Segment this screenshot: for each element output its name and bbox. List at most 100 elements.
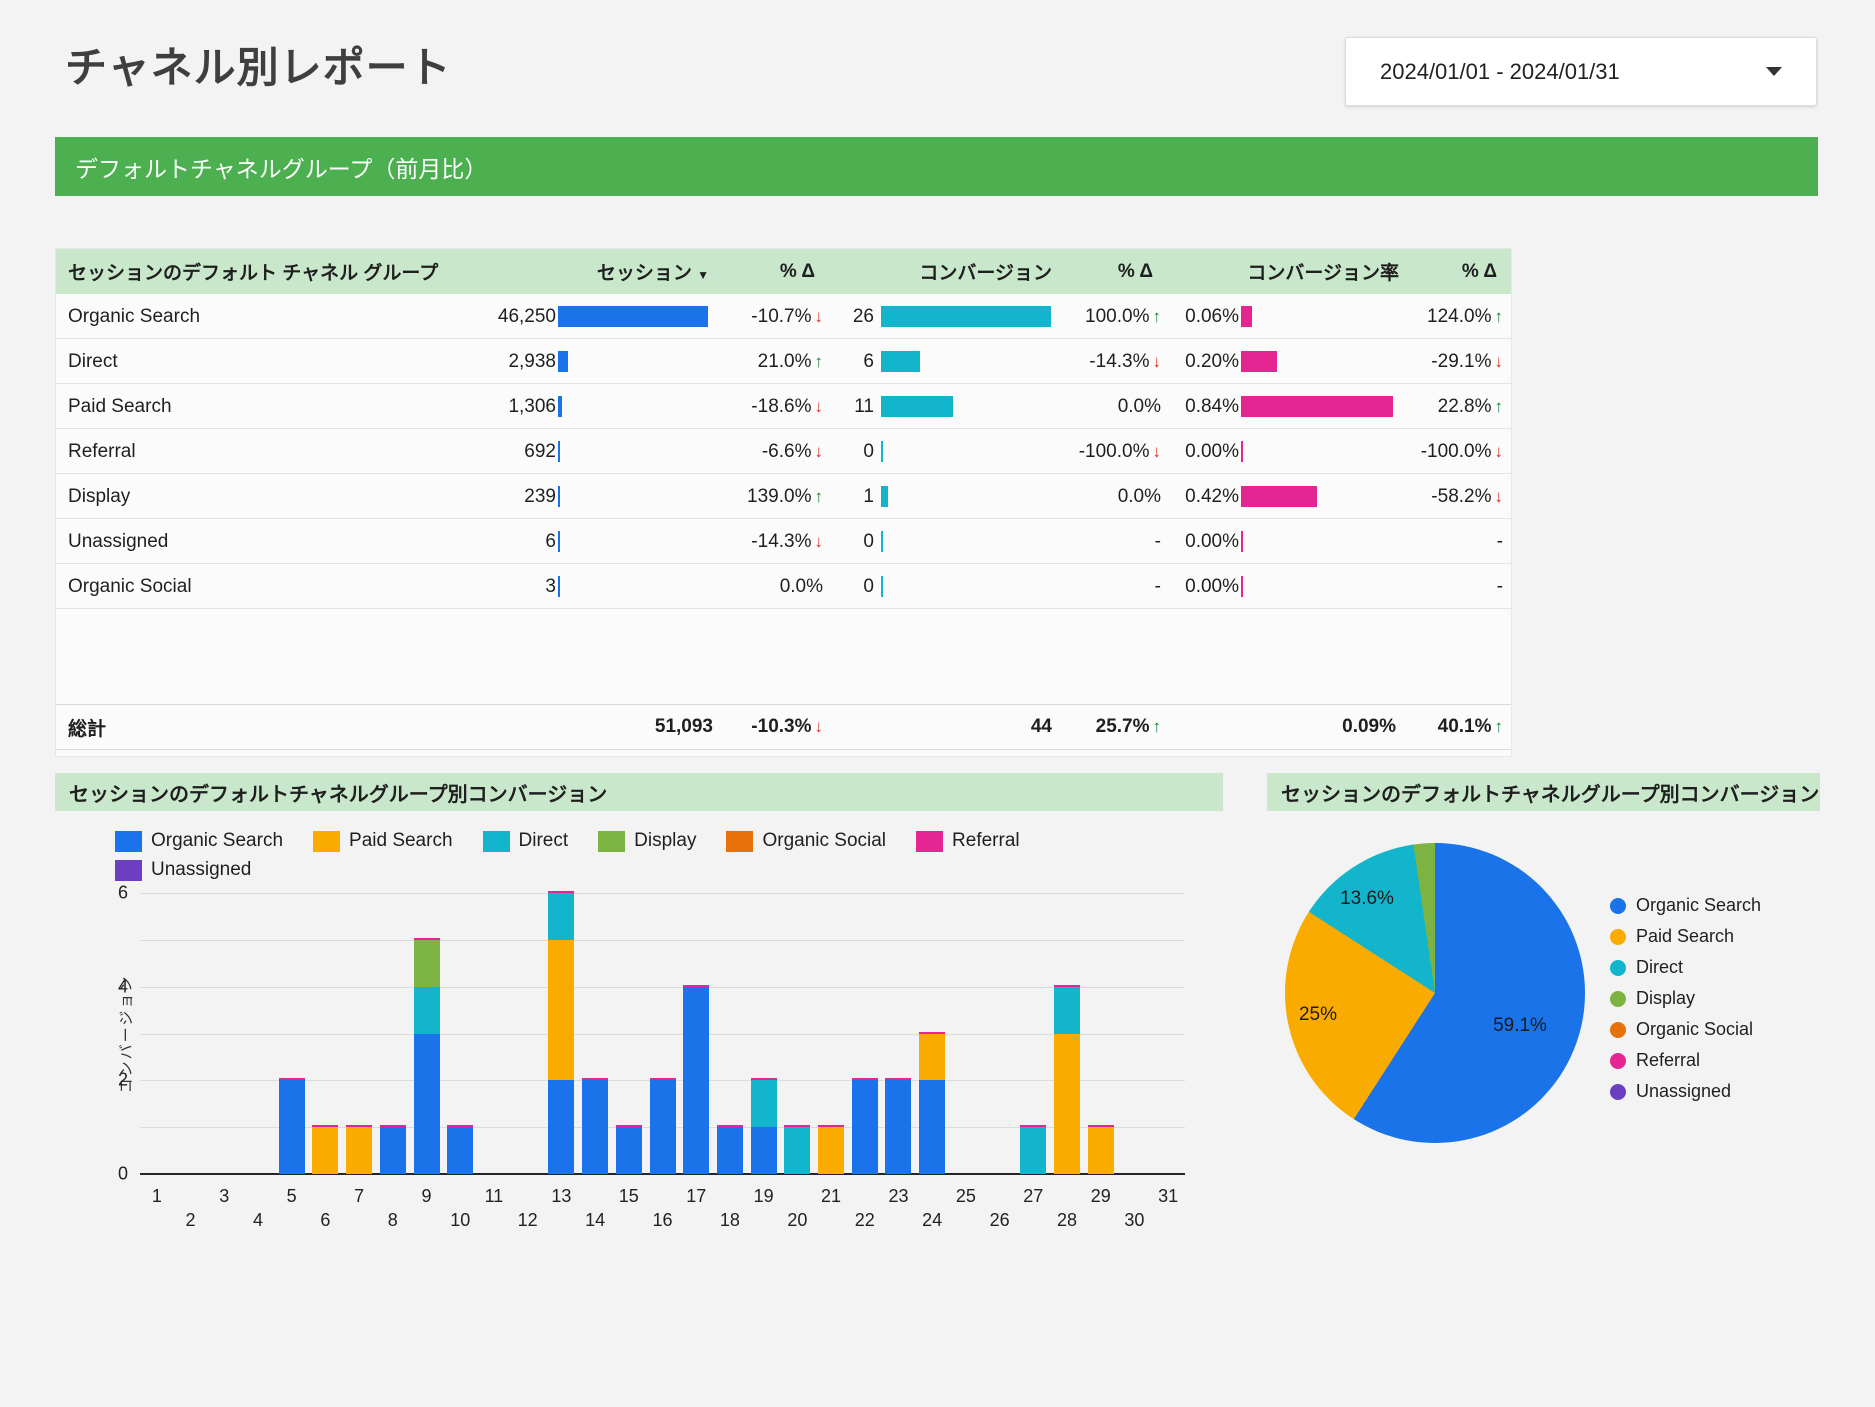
rate-bar-cell	[1239, 384, 1399, 429]
column-header-sessions-delta[interactable]: % Δ	[779, 260, 815, 282]
conversions-delta-value: -100.0%	[1078, 440, 1150, 462]
sessions-delta-value: -10.7%	[751, 305, 812, 327]
delta-down-icon: ↓	[814, 717, 824, 736]
y-tick-label: 2	[117, 1069, 128, 1090]
total-rate-delta: 40.1% ↑	[1399, 716, 1511, 738]
legend-label: Organic Search	[1636, 895, 1762, 915]
rate-bar-cell	[1239, 429, 1399, 474]
column-header-conversions[interactable]: コンバージョン	[919, 263, 1052, 284]
conversions-value: 0	[863, 575, 874, 597]
total-conversions-delta: 25.7% ↑	[1054, 716, 1169, 738]
legend-label: Organic Social	[1636, 1019, 1754, 1039]
bar-stack	[683, 984, 710, 1174]
sessions-value: 2,938	[508, 350, 556, 372]
sessions-bar	[558, 306, 708, 327]
total-rate-delta-value: 40.1%	[1437, 716, 1492, 737]
total-conversions-delta-value: 25.7%	[1095, 716, 1150, 737]
total-rate: 0.09%	[1342, 716, 1396, 737]
sessions-bar-cell	[556, 294, 713, 339]
bar-segment-organic_search	[683, 986, 710, 1174]
bar-segment-paid_search	[312, 1127, 339, 1174]
column-header-channel[interactable]: セッションのデフォルト チャネル グループ	[68, 263, 439, 284]
channel-name: Paid Search	[68, 395, 172, 417]
legend-row: Organic Search Paid Search Direct Display Or…	[115, 830, 1020, 852]
legend-label: Paid Search	[1636, 926, 1735, 946]
x-tick-label: 18	[719, 1210, 740, 1230]
conversions-delta-value: -14.3%	[1089, 350, 1150, 372]
sessions-bar	[558, 531, 560, 552]
x-tick-label: 11	[484, 1186, 504, 1206]
conversions-bar-cell	[879, 429, 1054, 474]
table-row: Unassigned 6 -14.3% ↓ 0 - 0.00% -	[56, 519, 1511, 564]
rate-delta: 124.0% ↑	[1399, 306, 1511, 328]
channel-name: Direct	[68, 350, 118, 372]
x-tick-label: 6	[320, 1210, 331, 1230]
bar-stack	[615, 1125, 642, 1174]
gridline	[140, 939, 1185, 941]
conversions-value: 0	[863, 530, 874, 552]
x-tick-label: 10	[450, 1210, 471, 1230]
conversions-delta-value: 100.0%	[1085, 305, 1150, 327]
pie-chart-section-title: セッションのデフォルトチャネルグループ別コンバージョン	[1267, 773, 1820, 811]
sessions-bar	[558, 396, 562, 417]
bar-stack	[885, 1078, 912, 1174]
conversions-delta-value: -	[1154, 530, 1161, 552]
date-range-selector[interactable]: 2024/01/01 - 2024/01/31	[1345, 37, 1817, 106]
x-tick-label: 12	[517, 1210, 538, 1230]
rate-delta: 22.8% ↑	[1399, 396, 1511, 418]
column-header-conversions-delta[interactable]: % Δ	[1117, 260, 1153, 282]
table-row: Paid Search 1,306 -18.6% ↓ 11 0.0% 0.84% 22.8% ↑	[56, 384, 1511, 429]
column-header-sessions[interactable]: セッション ▼	[596, 263, 709, 284]
date-range-value: 2024/01/01 - 2024/01/31	[1380, 58, 1620, 84]
x-tick-label: 1	[151, 1186, 162, 1206]
x-tick-label: 2	[185, 1210, 196, 1230]
conversions-bar	[881, 486, 888, 507]
pie-slice-label: 13.6%	[1340, 888, 1394, 909]
legend-label: Paid Search	[349, 830, 453, 851]
conversions-delta-value: 0.0%	[1117, 395, 1161, 417]
sessions-value: 239	[524, 485, 556, 507]
rate-bar	[1241, 531, 1243, 552]
column-header-rate-delta[interactable]: % Δ	[1461, 260, 1497, 282]
table-row: Organic Search 46,250 -10.7% ↓ 26 100.0% ↑ 0.06…	[56, 294, 1511, 339]
delta-down-icon: ↓	[1494, 351, 1504, 371]
bar-stack	[447, 1125, 474, 1174]
bar-cap	[716, 1125, 743, 1128]
legend-item: Referral	[916, 830, 1020, 852]
sessions-delta: 139.0% ↑	[713, 486, 831, 508]
x-tick-label: 30	[1124, 1210, 1145, 1230]
x-tick-label: 4	[252, 1210, 263, 1230]
conversions-value: 11	[854, 395, 874, 417]
delta-up-icon: ↑	[1494, 717, 1504, 736]
bar-segment-organic_search	[379, 1127, 406, 1174]
channel-name: Display	[68, 485, 131, 507]
rate-bar	[1241, 486, 1317, 507]
sessions-value: 1,306	[508, 395, 556, 417]
sessions-delta-value: 21.0%	[757, 350, 812, 372]
total-sessions-delta: -10.3% ↓	[713, 716, 831, 738]
sort-desc-icon: ▼	[697, 268, 709, 282]
column-header-rate[interactable]: コンバージョン率	[1247, 263, 1399, 284]
rate-delta-value: 22.8%	[1437, 395, 1492, 417]
rate-delta: -58.2% ↓	[1399, 486, 1511, 508]
conversions-bar	[881, 306, 1051, 327]
bar-stack	[750, 1078, 777, 1174]
rate-value: 0.00%	[1185, 530, 1239, 552]
rate-value: 0.84%	[1185, 395, 1239, 417]
bar-stack	[548, 891, 575, 1174]
bar-cap	[278, 1078, 305, 1081]
channel-name: Referral	[68, 440, 136, 462]
legend-swatch	[115, 830, 142, 852]
bar-cap	[615, 1125, 642, 1128]
channel-table: セッションのデフォルト チャネル グループ セッション ▼ % Δ コンバージョ…	[55, 248, 1512, 757]
total-label: 総計	[68, 718, 107, 740]
legend-swatch	[726, 830, 754, 852]
conversions-bar	[881, 396, 953, 417]
sessions-value: 6	[545, 530, 556, 552]
legend-label: Organic Search	[151, 830, 284, 851]
conversions-bar-chart: Organic Search Paid Search Direct Display Or…	[55, 812, 1223, 1262]
bar-segment-organic_search	[278, 1080, 305, 1174]
sessions-delta: -18.6% ↓	[713, 396, 831, 418]
rate-bar	[1241, 441, 1243, 462]
